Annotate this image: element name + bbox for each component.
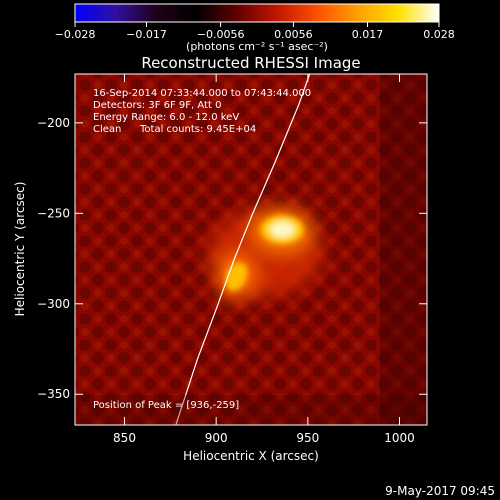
annotation-detectors: Detectors: 3F 6F 9F, Att 0 — [93, 100, 221, 111]
solar-limb — [175, 74, 311, 425]
heat-sources — [207, 207, 324, 301]
colorbar-tick-label: −0.028 — [55, 28, 96, 41]
annotation-energy: Energy Range: 6.0 - 12.0 keV — [93, 112, 239, 123]
colorbar-tick-label: 0.017 — [352, 28, 384, 41]
colorbar-tick-label: 0.028 — [423, 28, 455, 41]
y-tick-label: −250 — [37, 206, 70, 220]
heat-source-primary-core — [270, 221, 295, 238]
x-tick-label: 950 — [296, 431, 319, 445]
plot-frame — [74, 73, 428, 426]
x-tick-label: 900 — [205, 431, 228, 445]
x-axis-label: Heliocentric X (arcsec) — [183, 449, 319, 463]
y-axis-label: Heliocentric Y (arcsec) — [13, 182, 27, 317]
colorbar — [74, 3, 440, 23]
annotation-date-range: 16-Sep-2014 07:33:44.000 to 07:43:44.000 — [93, 88, 311, 99]
x-tick-label: 850 — [113, 431, 136, 445]
colorbar-tick-label: −0.017 — [126, 28, 167, 41]
field-edge-dark — [75, 74, 427, 425]
annotation-clean: Clean — [93, 124, 121, 135]
colorbar-units-label: (photons cm⁻² s⁻¹ asec⁻²) — [186, 40, 328, 53]
y-tick-label: −200 — [37, 116, 70, 130]
annotation-total-counts: Total counts: 9.45E+04 — [139, 124, 256, 135]
x-tick-label: 1000 — [384, 431, 415, 445]
chart-title: Reconstructed RHESSI Image — [141, 54, 360, 72]
annotation-peak-position: Position of Peak = [936,-259] — [93, 400, 239, 411]
axis-ticks: 850 900 950 1000 −200 −250 −300 −350 — [37, 74, 427, 445]
colorbar-tick-label: 0.0056 — [274, 28, 313, 41]
colorbar-tick-label: −0.0056 — [197, 28, 245, 41]
y-tick-label: −300 — [37, 297, 70, 311]
footer-timestamp: 9-May-2017 09:45 — [385, 484, 495, 498]
y-tick-label: −350 — [37, 387, 70, 401]
heatmap-image — [75, 74, 427, 425]
colorbar-ticks: −0.028 −0.017 −0.0056 0.0056 0.017 0.028 — [55, 22, 455, 41]
